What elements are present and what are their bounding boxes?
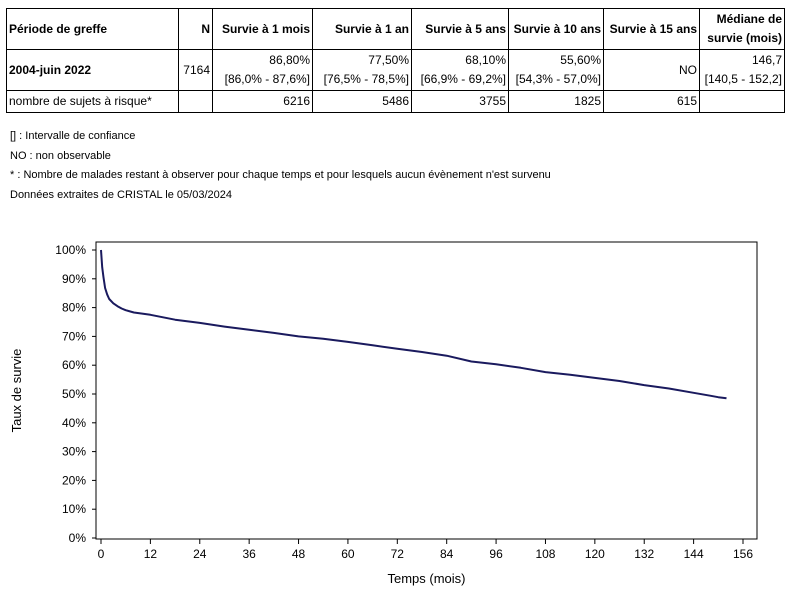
header-median-line2: survie (mois) (707, 31, 782, 45)
cell-survival-15-years: NO (603, 49, 700, 91)
y-tick-label: 100% (55, 243, 86, 257)
header-survival-5-years: Survie à 5 ans (411, 8, 509, 50)
risk-5-years: 3755 (411, 90, 509, 113)
header-median-line1: Médiane de (716, 12, 782, 26)
y-axis-label: Taux de survie (9, 349, 24, 433)
x-tick-label: 72 (391, 547, 405, 561)
cell-survival-10-years: 55,60% [54,3% - 57,0%] (508, 49, 604, 91)
x-tick-label: 132 (634, 547, 654, 561)
risk-n-empty (178, 90, 213, 113)
header-survival-10-years: Survie à 10 ans (508, 8, 604, 50)
y-tick-label: 70% (62, 329, 86, 343)
header-survival-15-years: Survie à 15 ans (603, 8, 700, 50)
y-tick-label: 10% (62, 502, 86, 516)
survival-curve (100, 249, 727, 400)
value-median-survival: 146,7 (751, 53, 782, 67)
ci-survival-5-years: [66,9% - 69,2%] (420, 72, 506, 86)
x-tick-label: 0 (98, 547, 105, 561)
cell-survival-5-years: 68,10% [66,9% - 69,2%] (411, 49, 509, 91)
note-source: Données extraites de CRISTAL le 05/03/20… (10, 188, 232, 201)
survival-table: Période de greffe N Survie à 1 mois Surv… (6, 8, 785, 113)
risk-median-empty (699, 90, 785, 113)
x-tick-label: 48 (292, 547, 306, 561)
x-tick-label: 108 (535, 547, 555, 561)
ci-survival-10-years: [54,3% - 57,0%] (515, 72, 601, 86)
y-tick-label: 30% (62, 445, 86, 459)
value-survival-10-years: 55,60% (560, 53, 601, 67)
header-period: Période de greffe (6, 8, 179, 50)
row-period: 2004-juin 2022 (6, 49, 179, 91)
ci-survival-1-year: [76,5% - 78,5%] (323, 72, 409, 86)
y-tick-label: 20% (62, 473, 86, 487)
header-n: N (178, 8, 213, 50)
survival-chart: 0% 10% 20% 30% 40% 50% 60% 70% 80% 90% 100% 0 12 24 36… (9, 241, 758, 586)
cell-median-survival: 146,7 [140,5 - 152,2] (699, 49, 785, 91)
cell-survival-1-month: 86,80% [86,0% - 87,6%] (212, 49, 313, 91)
header-median-survival: Médiane de survie (mois) (699, 8, 785, 50)
ci-median-survival: [140,5 - 152,2] (704, 72, 782, 86)
x-tick-label: 60 (341, 547, 355, 561)
y-tick-label: 0% (69, 531, 87, 545)
risk-15-years: 615 (603, 90, 700, 113)
risk-1-year: 5486 (312, 90, 412, 113)
note-no: NO : non observable (10, 149, 111, 162)
y-tick-label: 80% (62, 301, 86, 315)
x-tick-label: 120 (585, 547, 605, 561)
note-risk: * : Nombre de malades restant à observer… (10, 169, 551, 181)
plot-area: 0% 10% 20% 30% 40% 50% 60% 70% 80% 90% 100% 0 12 24 36… (9, 241, 758, 586)
header-survival-1-year: Survie à 1 an (312, 8, 412, 50)
x-tick-label: 96 (489, 547, 503, 561)
value-survival-1-year: 77,50% (368, 53, 409, 67)
ci-survival-1-month: [86,0% - 87,6%] (224, 72, 310, 86)
x-tick-label: 12 (144, 547, 158, 561)
y-tick-label: 90% (62, 272, 86, 286)
x-tick-label: 24 (193, 547, 207, 561)
y-tick-label: 40% (62, 416, 86, 430)
x-tick-label: 144 (684, 547, 704, 561)
header-survival-1-month: Survie à 1 mois (212, 8, 313, 50)
x-tick-label: 84 (440, 547, 454, 561)
risk-10-years: 1825 (508, 90, 604, 113)
risk-label: nombre de sujets à risque* (6, 90, 179, 113)
plot-frame (95, 241, 758, 540)
y-tick-label: 60% (62, 358, 86, 372)
x-tick-label: 156 (733, 547, 753, 561)
value-survival-1-month: 86,80% (269, 53, 310, 67)
y-tick-label: 50% (62, 387, 86, 401)
x-axis-label: Temps (mois) (387, 571, 465, 586)
risk-1-month: 6216 (212, 90, 313, 113)
footnotes: [] : Intervalle de confiance NO : non ob… (10, 127, 551, 205)
cell-survival-1-year: 77,50% [76,5% - 78,5%] (312, 49, 412, 91)
row-n: 7164 (178, 49, 213, 91)
value-survival-5-years: 68,10% (465, 53, 506, 67)
note-ci: [] : Intervalle de confiance (10, 130, 136, 142)
x-tick-label: 36 (242, 547, 256, 561)
